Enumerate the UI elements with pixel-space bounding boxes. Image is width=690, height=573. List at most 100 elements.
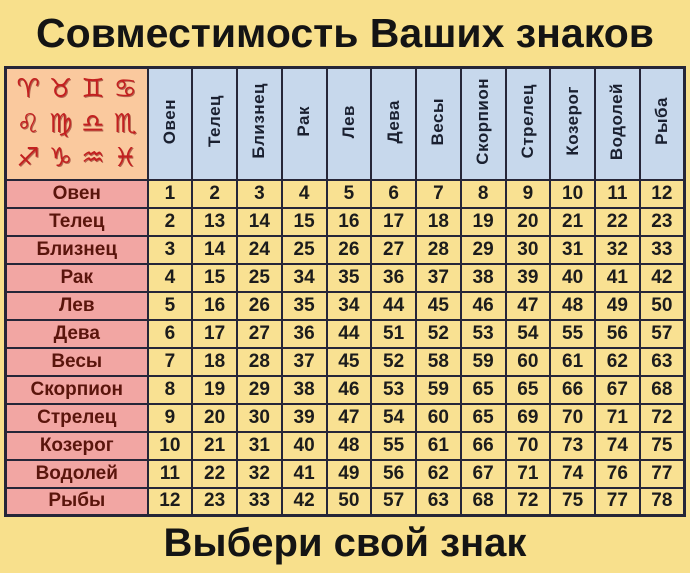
compatibility-table-wrap: ♈ ♉ ♊ ♋ ♌ ♍ ♎ ♏ ♐ ♑ ♒ ♓ Овен Телец Близнец Рак Лев Дева В… (4, 66, 686, 517)
zodiac-glyph-2-icon: ♉ (48, 74, 73, 105)
table-row-11: Водолей 11 22 32 41 49 56 62 67 71 74 76 77 (4, 458, 686, 489)
compatibility-cell-r12-c2: 23 (191, 486, 238, 517)
column-header-7[interactable]: Весы (415, 66, 462, 181)
compatibility-cell-r7-c9: 60 (504, 346, 552, 377)
compatibility-cell-r11-c9: 71 (504, 458, 552, 489)
compatibility-cell-r10-c3: 31 (236, 430, 283, 461)
table-row-8: Скорпион 8 19 29 38 46 53 59 65 65 66 67 68 (4, 374, 686, 405)
compatibility-cell-r6-c4: 36 (280, 318, 328, 349)
compatibility-cell-r6-c9: 54 (504, 318, 552, 349)
compatibility-cell-r7-c2: 18 (191, 346, 238, 377)
compatibility-cell-r4-c8: 38 (459, 262, 507, 293)
column-header-label: Скорпион (473, 77, 493, 165)
column-header-label: Весы (428, 97, 448, 145)
compatibility-cell-r3-c7: 28 (415, 234, 462, 265)
compatibility-cell-r2-c11: 22 (594, 206, 641, 237)
compatibility-cell-r12-c9: 72 (504, 486, 552, 517)
compatibility-cell-r10-c1: 10 (146, 430, 194, 461)
compatibility-cell-r5-c11: 49 (594, 290, 641, 321)
column-header-2[interactable]: Телец (191, 66, 238, 181)
row-header-4[interactable]: Рак (4, 262, 149, 293)
compatibility-cell-r12-c1: 12 (146, 486, 194, 517)
compatibility-cell-r1-c5: 5 (325, 178, 373, 209)
row-header-6[interactable]: Дева (4, 318, 149, 349)
column-header-9[interactable]: Стрелец (504, 66, 552, 181)
table-body: Овен 1 2 3 4 5 6 7 8 9 10 11 12 Телец 2 13 14 15 16 17 18 19 2… (4, 178, 686, 517)
row-header-10[interactable]: Козерог (4, 430, 149, 461)
row-header-5[interactable]: Лев (4, 290, 149, 321)
compatibility-cell-r8-c5: 46 (325, 374, 373, 405)
compatibility-cell-r9-c10: 70 (549, 402, 596, 433)
compatibility-cell-r12-c5: 50 (325, 486, 373, 517)
compatibility-cell-r8-c8: 65 (459, 374, 507, 405)
row-header-12[interactable]: Рыбы (4, 486, 149, 517)
compatibility-cell-r1-c4: 4 (280, 178, 328, 209)
compatibility-cell-r10-c12: 75 (638, 430, 686, 461)
compatibility-cell-r8-c10: 66 (549, 374, 596, 405)
compatibility-cell-r7-c3: 28 (236, 346, 283, 377)
column-header-5[interactable]: Лев (325, 66, 373, 181)
compatibility-cell-r7-c11: 62 (594, 346, 641, 377)
row-header-2[interactable]: Телец (4, 206, 149, 237)
compatibility-cell-r2-c7: 18 (415, 206, 462, 237)
compatibility-cell-r4-c10: 40 (549, 262, 596, 293)
compatibility-cell-r8-c6: 53 (370, 374, 417, 405)
compatibility-cell-r7-c7: 58 (415, 346, 462, 377)
compatibility-cell-r3-c11: 32 (594, 234, 641, 265)
compatibility-cell-r12-c12: 78 (638, 486, 686, 517)
zodiac-glyph-5-icon: ♌ (16, 108, 40, 139)
column-header-8[interactable]: Скорпион (459, 66, 507, 181)
row-header-11[interactable]: Водолей (4, 458, 149, 489)
row-header-8[interactable]: Скорпион (4, 374, 149, 405)
compatibility-cell-r1-c2: 2 (191, 178, 238, 209)
zodiac-glyph-3-icon: ♊ (81, 74, 105, 105)
column-header-11[interactable]: Водолей (594, 66, 641, 181)
compatibility-cell-r6-c10: 55 (549, 318, 596, 349)
compatibility-cell-r10-c9: 70 (504, 430, 552, 461)
column-header-10[interactable]: Козерог (549, 66, 596, 181)
compatibility-cell-r8-c4: 38 (280, 374, 328, 405)
column-header-4[interactable]: Рак (280, 66, 328, 181)
zodiac-glyph-7-icon: ♎ (81, 108, 105, 139)
compatibility-cell-r8-c2: 19 (191, 374, 238, 405)
compatibility-cell-r4-c11: 41 (594, 262, 641, 293)
column-header-12[interactable]: Рыба (638, 66, 686, 181)
compatibility-cell-r6-c5: 44 (325, 318, 373, 349)
table-row-1: Овен 1 2 3 4 5 6 7 8 9 10 11 12 (4, 178, 686, 209)
compatibility-cell-r9-c8: 65 (459, 402, 507, 433)
compatibility-cell-r10-c4: 40 (280, 430, 328, 461)
zodiac-glyph-grid: ♈ ♉ ♊ ♋ ♌ ♍ ♎ ♏ ♐ ♑ ♒ ♓ (8, 70, 146, 178)
compatibility-cell-r4-c1: 4 (146, 262, 194, 293)
compatibility-cell-r1-c7: 7 (415, 178, 462, 209)
compatibility-cell-r4-c9: 39 (504, 262, 552, 293)
zodiac-symbols-cell: ♈ ♉ ♊ ♋ ♌ ♍ ♎ ♏ ♐ ♑ ♒ ♓ (4, 66, 149, 181)
column-header-label: Стрелец (517, 84, 537, 159)
column-header-label: Овен (159, 98, 179, 144)
compatibility-cell-r6-c11: 56 (594, 318, 641, 349)
row-header-7[interactable]: Весы (4, 346, 149, 377)
compatibility-cell-r1-c6: 6 (370, 178, 417, 209)
compatibility-cell-r9-c6: 54 (370, 402, 417, 433)
compatibility-cell-r4-c6: 36 (370, 262, 417, 293)
compatibility-cell-r3-c5: 26 (325, 234, 373, 265)
compatibility-cell-r7-c12: 63 (638, 346, 686, 377)
column-header-6[interactable]: Дева (370, 66, 417, 181)
compatibility-cell-r5-c8: 46 (459, 290, 507, 321)
column-header-1[interactable]: Овен (146, 66, 194, 181)
compatibility-cell-r9-c7: 60 (415, 402, 462, 433)
table-row-5: Лев 5 16 26 35 34 44 45 46 47 48 49 50 (4, 290, 686, 321)
row-header-9[interactable]: Стрелец (4, 402, 149, 433)
row-header-1[interactable]: Овен (4, 178, 149, 209)
compatibility-cell-r4-c12: 42 (638, 262, 686, 293)
compatibility-cell-r4-c7: 37 (415, 262, 462, 293)
compatibility-cell-r12-c7: 63 (415, 486, 462, 517)
compatibility-cell-r3-c2: 14 (191, 234, 238, 265)
column-header-3[interactable]: Близнец (236, 66, 283, 181)
compatibility-cell-r10-c10: 73 (549, 430, 596, 461)
row-header-3[interactable]: Близнец (4, 234, 149, 265)
compatibility-cell-r4-c4: 34 (280, 262, 328, 293)
zodiac-glyph-12-icon: ♓ (113, 143, 137, 174)
compatibility-cell-r6-c12: 57 (638, 318, 686, 349)
compatibility-cell-r3-c6: 27 (370, 234, 417, 265)
table-row-3: Близнец 3 14 24 25 26 27 28 29 30 31 32 33 (4, 234, 686, 265)
